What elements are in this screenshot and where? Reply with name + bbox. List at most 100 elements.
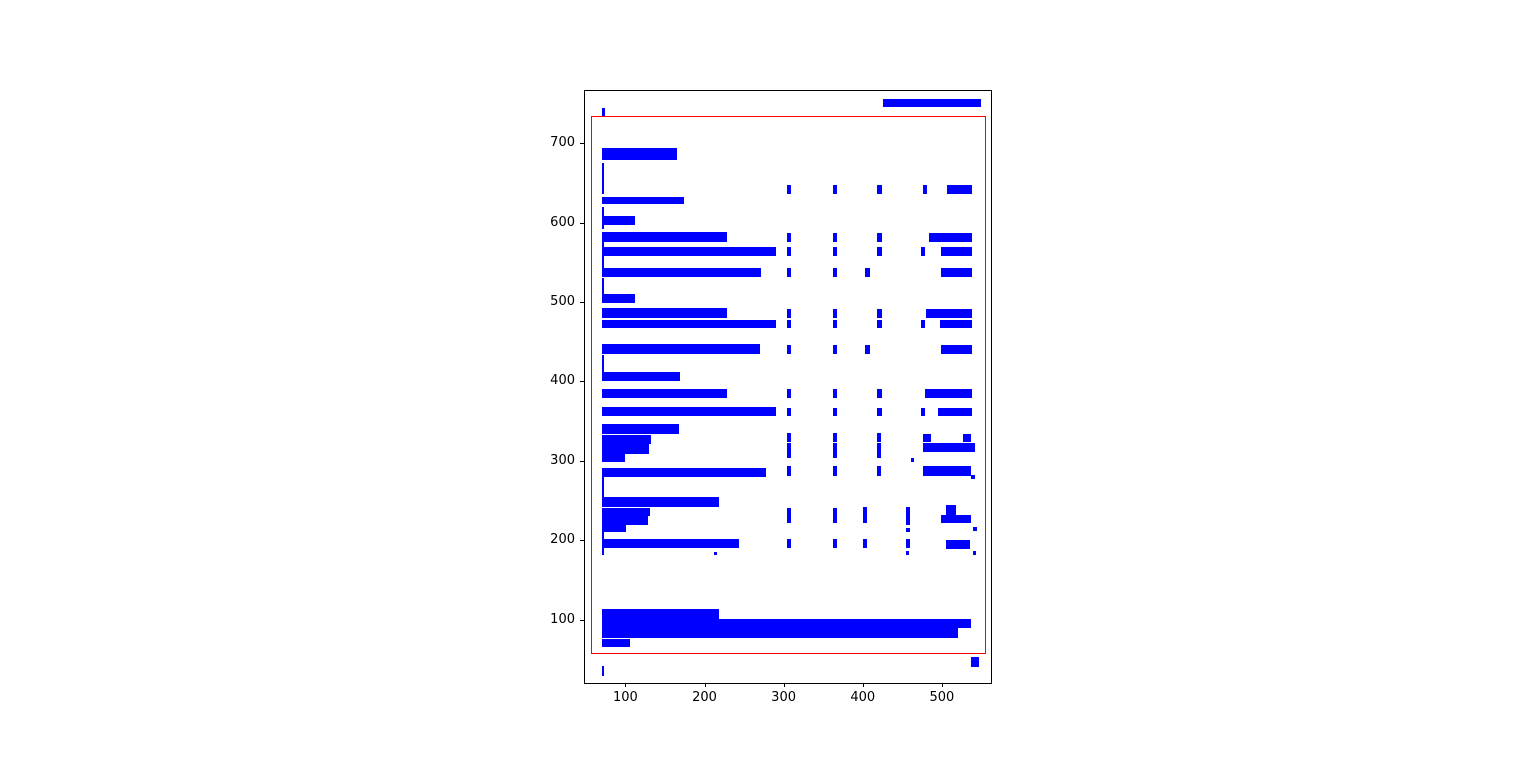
bar-rect: [601, 241, 604, 248]
bar-rect: [601, 277, 604, 303]
bar-rect: [941, 268, 972, 277]
x-tick-mark: [862, 683, 864, 687]
bar-rect: [601, 196, 684, 205]
bar-rect: [601, 371, 680, 381]
bar-rect: [972, 526, 977, 532]
bar-rect: [972, 551, 976, 556]
bar-rect: [601, 424, 680, 434]
bar-rect: [877, 309, 882, 318]
bar-rect: [601, 609, 719, 619]
bar-rect: [601, 406, 776, 417]
x-axis-ticks: 100 200 300 400 500: [585, 91, 991, 705]
bar-rect: [601, 344, 760, 354]
bar-rect: [928, 233, 972, 242]
bar-rect: [922, 466, 972, 476]
bar-rect: [865, 344, 870, 354]
bar-rect: [921, 319, 926, 329]
bar-rect: [786, 344, 792, 354]
bar-rect: [877, 433, 881, 442]
bar-rect: [877, 389, 882, 399]
bar-rect: [601, 247, 777, 256]
bar-rect: [971, 475, 976, 480]
plot-area: 100 200 300 400 500 100 200 300 400 500 600 700: [550, 90, 992, 705]
bar-rect: [865, 268, 870, 277]
x-tick-mark: [783, 683, 785, 687]
bar-rect: [905, 506, 910, 526]
bar-rect: [832, 344, 837, 354]
bar-rect: [601, 638, 631, 648]
bar-rect: [601, 444, 650, 454]
bar-rect: [921, 407, 926, 417]
bar-rect: [922, 433, 931, 443]
bar-rect: [877, 466, 881, 476]
bar-rect: [601, 467, 767, 477]
x-tick-label: 100: [612, 690, 638, 705]
bar-rect: [906, 528, 911, 533]
bar-rect: [601, 618, 972, 629]
bar-rect: [945, 540, 970, 549]
bar-rect: [906, 551, 910, 556]
bar-rect: [786, 507, 791, 524]
y-tick-label: 500: [550, 294, 575, 310]
bar-rect: [832, 539, 837, 549]
bar-rect: [862, 539, 868, 549]
bar-rect: [832, 247, 837, 256]
bar-rect: [877, 247, 882, 256]
y-tick-label: 300: [550, 452, 575, 468]
bar-rect: [832, 442, 837, 459]
bar-rect: [877, 233, 882, 242]
bar-rect: [601, 628, 958, 638]
bar-rect: [601, 523, 627, 533]
bar-rect: [601, 232, 727, 242]
bar-rect: [601, 148, 677, 160]
bar-rect: [926, 309, 972, 318]
bars-layer: [585, 91, 991, 683]
y-tick-mark: [580, 540, 584, 542]
bar-rect: [786, 233, 792, 242]
y-tick-mark: [580, 381, 584, 383]
x-tick-label: 300: [771, 690, 796, 705]
bar-rect: [832, 466, 837, 476]
bar-rect: [601, 665, 604, 676]
bar-rect: [786, 433, 791, 442]
bar-rect: [877, 407, 882, 417]
bar-rect: [601, 516, 649, 526]
bar-rect: [601, 163, 604, 195]
bar-rect: [832, 185, 837, 195]
bar-rect: [922, 185, 927, 195]
bar-rect: [832, 233, 837, 242]
y-tick-mark: [580, 619, 584, 621]
bar-rect: [971, 656, 980, 668]
y-tick-label: 100: [550, 611, 575, 627]
bar-rect: [925, 389, 972, 399]
bar-rect: [905, 539, 910, 549]
x-tick-mark: [625, 683, 627, 687]
bar-rect: [945, 505, 957, 515]
bar-rect: [601, 216, 635, 226]
bar-rect: [832, 389, 837, 399]
bar-rect: [941, 247, 972, 256]
bar-rect: [832, 507, 837, 524]
bar-rect: [786, 268, 792, 277]
bar-rect: [963, 433, 972, 443]
y-tick-label: 400: [550, 373, 575, 389]
bar-rect: [601, 507, 650, 517]
bar-rect: [601, 308, 727, 318]
y-tick-mark: [580, 302, 584, 304]
bar-rect: [714, 552, 718, 556]
bar-rect: [601, 453, 626, 463]
bar-rect: [601, 497, 719, 507]
bar-rect: [601, 268, 761, 277]
bar-rect: [946, 185, 972, 195]
bar-rect: [601, 354, 604, 380]
bar-rect: [941, 344, 972, 354]
bar-rect: [862, 506, 868, 523]
bar-rect: [601, 294, 635, 303]
bar-rect: [832, 407, 837, 417]
bar-rect: [882, 98, 981, 107]
x-tick-label: 200: [692, 690, 717, 705]
bar-rect: [601, 107, 605, 117]
x-tick-mark: [941, 683, 943, 687]
bar-rect: [601, 539, 740, 549]
